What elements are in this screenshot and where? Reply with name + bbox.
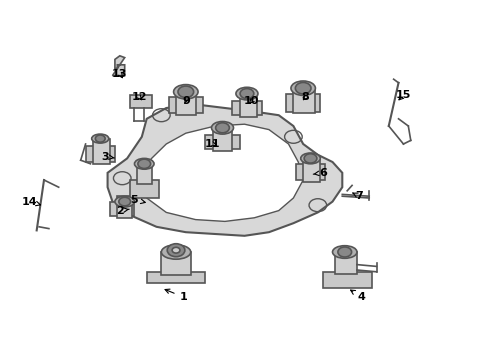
Text: 8: 8 [301, 92, 309, 102]
Ellipse shape [290, 81, 315, 95]
Text: 10: 10 [244, 96, 259, 106]
Polygon shape [205, 135, 239, 149]
Polygon shape [85, 146, 115, 162]
Polygon shape [212, 128, 232, 151]
Polygon shape [107, 104, 342, 236]
Polygon shape [322, 272, 371, 288]
Text: 2: 2 [116, 206, 129, 216]
Circle shape [337, 247, 351, 257]
Text: 11: 11 [204, 139, 220, 149]
Circle shape [240, 89, 253, 99]
Circle shape [178, 86, 193, 98]
Polygon shape [293, 88, 315, 113]
Circle shape [172, 247, 180, 253]
Ellipse shape [173, 85, 198, 99]
Circle shape [167, 244, 184, 257]
Polygon shape [146, 272, 205, 283]
Polygon shape [161, 252, 190, 275]
Text: 13: 13 [112, 69, 127, 79]
Polygon shape [295, 164, 325, 180]
Ellipse shape [134, 158, 154, 169]
Polygon shape [168, 97, 203, 113]
Polygon shape [334, 252, 356, 274]
Polygon shape [137, 164, 151, 184]
Text: 4: 4 [350, 290, 365, 302]
Polygon shape [93, 139, 110, 164]
Circle shape [138, 159, 150, 168]
Polygon shape [129, 95, 151, 108]
Text: 7: 7 [352, 191, 363, 201]
Circle shape [95, 135, 105, 142]
Circle shape [295, 82, 310, 94]
Text: 3: 3 [101, 152, 114, 162]
Text: 9: 9 [182, 96, 189, 106]
Text: 15: 15 [395, 90, 410, 100]
Text: 1: 1 [165, 289, 187, 302]
Text: 12: 12 [131, 92, 147, 102]
Ellipse shape [300, 153, 320, 164]
Ellipse shape [91, 134, 108, 143]
Circle shape [215, 123, 229, 133]
Polygon shape [239, 94, 256, 117]
Ellipse shape [235, 87, 258, 100]
Polygon shape [137, 124, 303, 221]
Polygon shape [117, 196, 132, 218]
Ellipse shape [332, 246, 356, 258]
Polygon shape [110, 202, 134, 216]
Ellipse shape [161, 245, 190, 259]
Polygon shape [232, 101, 261, 115]
Text: 14: 14 [21, 197, 41, 207]
Ellipse shape [115, 196, 134, 207]
Polygon shape [285, 94, 320, 112]
Text: 6: 6 [313, 168, 326, 178]
Polygon shape [176, 92, 195, 115]
Text: 5: 5 [130, 195, 145, 205]
Polygon shape [303, 158, 320, 182]
Ellipse shape [211, 122, 233, 134]
Polygon shape [129, 180, 159, 198]
Polygon shape [112, 56, 124, 76]
Circle shape [119, 197, 130, 206]
Circle shape [304, 154, 316, 163]
